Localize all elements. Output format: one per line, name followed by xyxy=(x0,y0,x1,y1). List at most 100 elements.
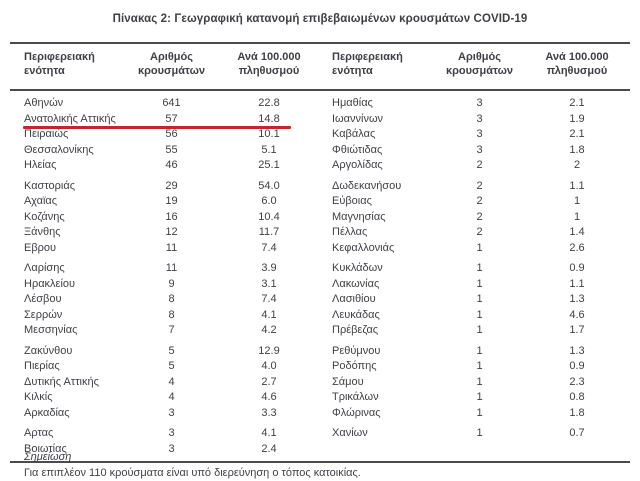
table-row: Λέσβου 8 7.4 xyxy=(24,292,320,308)
column-header-cases: Αριθμός κρουσμάτων xyxy=(445,51,514,77)
rate-cell: 4.6 xyxy=(261,391,277,403)
region-cell: Αρκαδίας xyxy=(24,406,70,419)
cases-cell: 16 xyxy=(165,210,178,223)
cases-cell: 1 xyxy=(476,344,483,357)
row-group: Καστοριάς 29 54.0 Αχαϊας 19 6.0 Κοζάνης 16 10.4 Ξ… xyxy=(24,179,320,257)
cases-cell: 55 xyxy=(165,143,178,156)
table-row: Πρέβεζας 1 1.7 xyxy=(332,323,630,339)
table-row: Κιλκίς 4 4.6 xyxy=(24,390,320,406)
rate-cell: 2.1 xyxy=(569,128,585,140)
rate-cell: 3.3 xyxy=(261,406,277,419)
rate-cell: 14.8 xyxy=(258,112,280,125)
table-body: Αθηνών 641 22.8 Ανατολικής Αττικής 57 14.8 Πει… xyxy=(10,91,630,463)
cases-cell: 1 xyxy=(476,262,483,274)
cases-cell: 11 xyxy=(165,241,178,254)
table-row: Ηλείας 46 25.1 xyxy=(24,158,320,174)
rate-cell: 5.1 xyxy=(261,143,277,156)
region-cell: Λευκάδας xyxy=(332,308,380,321)
region-cell: Ανατολικής Αττικής xyxy=(24,112,116,125)
cases-cell: 57 xyxy=(165,112,178,125)
region-cell: Φλώρινας xyxy=(332,406,381,419)
rate-cell: 3.9 xyxy=(261,262,277,274)
rate-cell: 1.4 xyxy=(569,226,585,238)
cases-cell: 1 xyxy=(476,241,483,254)
table-row: Αθηνών 641 22.8 xyxy=(24,96,320,112)
column-header-cases: Αριθμός κρουσμάτων xyxy=(137,51,206,77)
table-row: Δωδεκανήσου 2 1.1 xyxy=(332,179,630,195)
table-row: Ηρακλείου 9 3.1 xyxy=(24,277,320,293)
cases-cell: 2 xyxy=(476,159,483,171)
region-cell: Λέσβου xyxy=(24,293,62,305)
column-header-region: Περιφερειακή ενότητα xyxy=(24,51,95,77)
table-row: Δυτικής Αττικής 4 2.7 xyxy=(24,375,320,391)
region-cell: Ηρακλείου xyxy=(24,277,76,290)
table-row: Πιερίας 5 4.0 xyxy=(24,359,320,375)
table-row: Αχαϊας 19 6.0 xyxy=(24,194,320,210)
region-cell: Δωδεκανήσου xyxy=(332,179,402,192)
table-row: Ρεθύμνου 1 1.3 xyxy=(332,344,630,360)
rate-cell: 4.1 xyxy=(261,427,277,439)
table-row: Καβάλας 3 2.1 xyxy=(332,127,630,143)
rate-cell: 2.3 xyxy=(569,375,585,388)
cases-cell: 3 xyxy=(476,97,483,109)
cases-cell: 4 xyxy=(168,375,175,388)
cases-cell: 1 xyxy=(476,308,483,321)
cases-cell: 5 xyxy=(168,344,175,357)
region-cell: Ιωαννίνων xyxy=(332,112,384,125)
region-cell: Λαρίσης xyxy=(24,262,65,274)
table-row: Αρτας 3 4.1 xyxy=(24,426,320,442)
table-row: Τρικάλων 1 0.8 xyxy=(332,390,630,406)
region-cell: Εβρου xyxy=(24,241,57,254)
table-header: Περιφερειακή ενότητα Αριθμός κρουσμάτων … xyxy=(10,44,630,91)
row-group: Αρτας 3 4.1 Βοιωτίας 3 2.4 xyxy=(24,426,320,457)
table-row: Σερρών 8 4.1 xyxy=(24,308,320,324)
cases-cell: 3 xyxy=(168,427,175,439)
column-header-rate: Ανά 100.000 πληθυσμού xyxy=(237,51,301,77)
cases-cell: 56 xyxy=(165,128,178,140)
region-cell: Εύβοιας xyxy=(332,195,372,207)
table-row: Καστοριάς 29 54.0 xyxy=(24,179,320,195)
rate-cell: 22.8 xyxy=(258,97,280,109)
region-cell: Μαγνησίας xyxy=(332,210,386,223)
rate-cell: 25.1 xyxy=(258,159,280,171)
footnote-label: Σημείωση xyxy=(24,451,72,463)
table-row: Ζακύνθου 5 12.9 xyxy=(24,344,320,360)
region-cell: Κοζάνης xyxy=(24,210,65,223)
region-cell: Ροδόπης xyxy=(332,360,377,372)
rate-cell: 4.1 xyxy=(261,308,277,321)
rate-cell: 1.1 xyxy=(569,179,585,192)
table-row: Αργολίδας 2 2 xyxy=(332,158,630,174)
table-row: Κεφαλλονιάς 1 2.6 xyxy=(332,241,630,257)
column-header-region: Περιφερειακή ενότητα xyxy=(332,51,403,77)
rate-cell: 10.4 xyxy=(258,210,280,223)
table-row: Αρκαδίας 3 3.3 xyxy=(24,406,320,422)
cases-cell: 1 xyxy=(476,406,483,419)
region-cell: Λακωνίας xyxy=(332,277,380,290)
cases-cell: 8 xyxy=(168,308,175,321)
rate-cell: 10.1 xyxy=(258,128,280,140)
rate-cell: 1.9 xyxy=(569,112,585,125)
region-cell: Λασιθίου xyxy=(332,293,376,305)
row-group: Λαρίσης 11 3.9 Ηρακλείου 9 3.1 Λέσβου 8 7.4 Σερρώ… xyxy=(24,261,320,339)
cases-cell: 9 xyxy=(168,277,175,290)
rate-cell: 4.0 xyxy=(261,360,277,372)
region-cell: Σάμου xyxy=(332,375,364,388)
rate-cell: 1.3 xyxy=(569,344,585,357)
table-row: Εβρου 11 7.4 xyxy=(24,241,320,257)
rate-cell: 2.1 xyxy=(569,97,585,109)
cases-cell: 641 xyxy=(162,97,181,109)
cases-cell: 19 xyxy=(165,195,178,207)
cases-cell: 2 xyxy=(476,226,483,238)
cases-cell: 46 xyxy=(165,159,178,171)
region-cell: Δυτικής Αττικής xyxy=(24,375,99,388)
column-header-rate: Ανά 100.000 πληθυσμού xyxy=(545,51,609,77)
region-cell: Κιλκίς xyxy=(24,391,53,403)
row-group: Αθηνών 641 22.8 Ανατολικής Αττικής 57 14.8 Πει… xyxy=(23,96,320,174)
cases-cell: 4 xyxy=(168,391,175,403)
region-cell: Τρικάλων xyxy=(332,391,379,403)
table-row: Μαγνησίας 2 1 xyxy=(332,210,630,226)
rate-cell: 7.4 xyxy=(261,293,277,305)
cases-cell: 1 xyxy=(476,293,483,305)
region-cell: Καβάλας xyxy=(332,128,376,140)
